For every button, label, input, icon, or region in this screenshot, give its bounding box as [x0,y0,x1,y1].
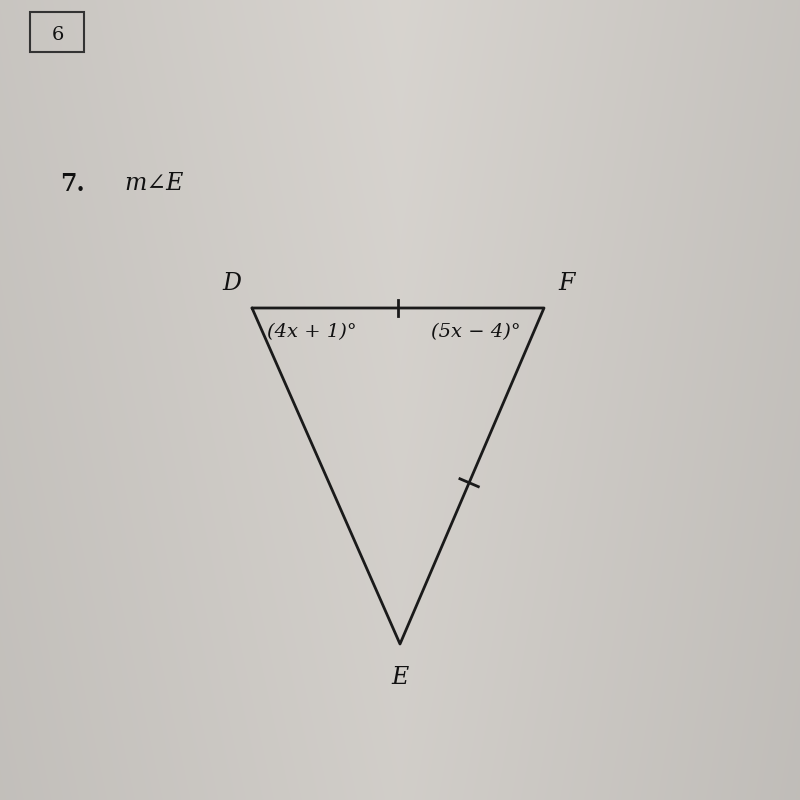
Text: F: F [558,273,574,295]
Text: E: E [391,666,409,689]
Text: D: D [222,273,242,295]
Text: 7.: 7. [60,172,85,196]
Text: m∠E: m∠E [124,173,183,195]
Text: (5x − 4)°: (5x − 4)° [431,323,521,341]
Text: 6: 6 [51,26,64,44]
Text: (4x + 1)°: (4x + 1)° [267,323,357,341]
